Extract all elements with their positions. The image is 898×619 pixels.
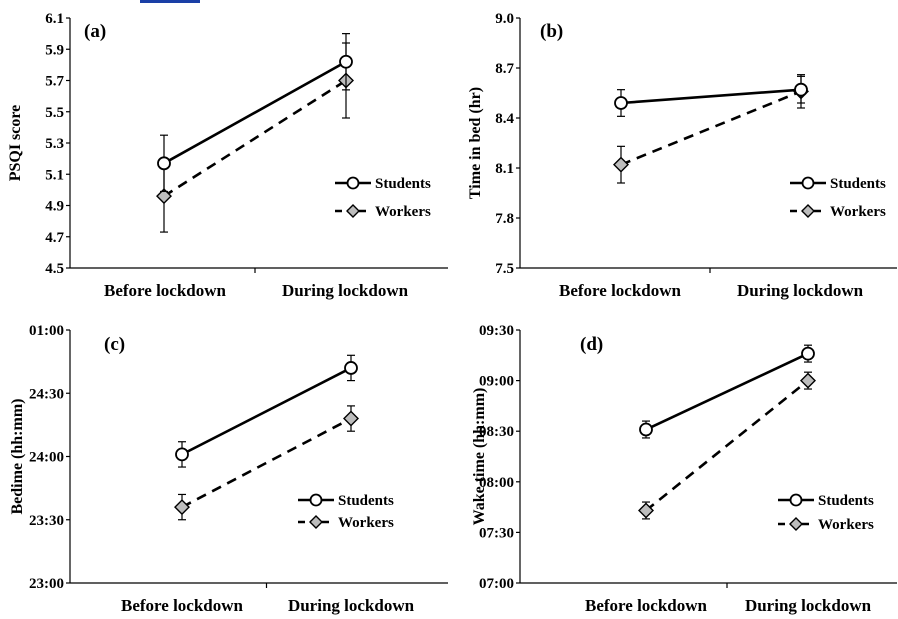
series-line [181, 417, 352, 509]
legend-label: Students [818, 493, 874, 509]
legend-label: Workers [830, 204, 886, 220]
data-point-circle [639, 422, 653, 437]
y-axis-label: PSQI score [7, 105, 24, 182]
y-tick-label: 24:00 [29, 450, 64, 466]
legend-label: Students [830, 176, 886, 192]
series-workers [174, 405, 359, 521]
y-tick-label: 08:30 [479, 424, 514, 440]
legend-marker-circle [346, 176, 360, 190]
data-point-circle [157, 156, 171, 171]
series-students [175, 354, 358, 468]
series-workers [156, 42, 354, 233]
y-axis-label: Time in bed (hr) [467, 87, 484, 199]
legend-marker-circle [309, 493, 323, 507]
y-tick-label: 08:00 [479, 475, 514, 491]
y-tick-label: 09:00 [479, 374, 514, 390]
data-point-diamond [638, 502, 654, 519]
legend-label: Workers [375, 204, 431, 220]
legend-marker-circle [789, 493, 803, 507]
x-category-label: During lockdown [288, 596, 415, 615]
data-point-circle [801, 346, 815, 361]
y-tick-label: 01:00 [29, 323, 64, 339]
legend: Students Workers [778, 493, 874, 533]
legend-label: Students [375, 176, 431, 192]
legend: Students Workers [790, 176, 886, 220]
y-tick-label: 23:00 [29, 576, 64, 592]
y-tick-label: 5.3 [45, 136, 64, 152]
y-tick-label: 7.5 [495, 261, 514, 277]
y-tick-label: 8.7 [495, 61, 514, 77]
series-line [181, 366, 352, 456]
y-tick-label: 9.0 [495, 11, 514, 27]
y-tick-label: 5.5 [45, 105, 64, 121]
y-tick-label: 24:30 [29, 386, 64, 402]
series-students [614, 75, 808, 117]
y-tick-label: 8.4 [495, 111, 514, 127]
data-point-circle [794, 82, 808, 97]
panel-label: (d) [580, 334, 603, 355]
x-category-label: During lockdown [737, 281, 864, 300]
series-line [645, 379, 809, 512]
y-tick-label: 07:30 [479, 525, 514, 541]
y-tick-label: 4.9 [45, 199, 64, 215]
legend-marker-circle [801, 176, 815, 190]
data-point-circle [344, 361, 358, 375]
x-category-label: Before lockdown [104, 281, 227, 300]
y-tick-label: 5.7 [45, 74, 64, 90]
data-point-diamond [156, 188, 172, 205]
y-axis-label: Wake time (hh:mm) [471, 388, 488, 526]
panel-label: (a) [84, 21, 106, 42]
legend: Students Workers [335, 176, 431, 220]
legend-label: Workers [818, 517, 874, 533]
legend-marker-diamond [309, 515, 323, 529]
data-point-diamond [343, 410, 359, 427]
x-category-label: Before lockdown [121, 596, 244, 615]
legend-marker-diamond [346, 204, 360, 218]
legend: Students Workers [298, 493, 394, 531]
legend-marker-diamond [789, 517, 803, 531]
y-tick-label: 5.9 [45, 42, 64, 58]
panel-label: (b) [540, 21, 563, 42]
panel-b: 7.5 7.8 8.1 8.4 8.7 9.0 Before lockdown During … [467, 11, 897, 300]
y-tick-label: 23:30 [29, 513, 64, 529]
data-point-diamond [800, 372, 816, 389]
header-link-fragment [140, 0, 200, 3]
y-axis-label: Bedime (hh:mm) [9, 399, 26, 515]
data-point-diamond [613, 156, 629, 173]
y-tick-label: 5.1 [45, 167, 64, 183]
y-tick-label: 6.1 [45, 11, 64, 27]
series-students [157, 33, 353, 193]
series-line [620, 88, 802, 105]
legend-marker-diamond [801, 204, 815, 218]
x-category-label: Before lockdown [585, 596, 708, 615]
series-line [163, 79, 347, 198]
legend-label: Students [338, 493, 394, 509]
series-line [163, 60, 347, 165]
y-tick-label: 4.5 [45, 261, 64, 277]
series-students [639, 344, 815, 439]
panel-c: 23:00 23:30 24:00 24:30 01:00 Before lockdown… [9, 323, 448, 615]
x-category-label: During lockdown [282, 281, 409, 300]
panel-d: 07:00 07:30 08:00 08:30 09:00 09:30 Before loc… [471, 323, 897, 615]
panel-a: 4.5 4.7 4.9 5.1 5.3 5.5 5.7 5.9 6.1 Before lockdo… [7, 11, 448, 300]
x-category-label: Before lockdown [559, 281, 682, 300]
data-point-circle [175, 447, 189, 462]
y-tick-label: 09:30 [479, 323, 514, 339]
panel-label: (c) [104, 334, 125, 355]
y-tick-label: 8.1 [495, 161, 514, 177]
y-tick-label: 7.8 [495, 211, 514, 227]
x-category-label: During lockdown [745, 596, 872, 615]
data-point-diamond [174, 499, 190, 516]
series-line [620, 90, 802, 166]
data-point-circle [614, 96, 628, 110]
y-tick-label: 07:00 [479, 576, 514, 592]
legend-label: Workers [338, 515, 394, 531]
data-point-circle [339, 54, 353, 69]
series-workers [638, 371, 816, 520]
series-line [645, 352, 809, 431]
y-tick-label: 4.7 [45, 230, 64, 246]
